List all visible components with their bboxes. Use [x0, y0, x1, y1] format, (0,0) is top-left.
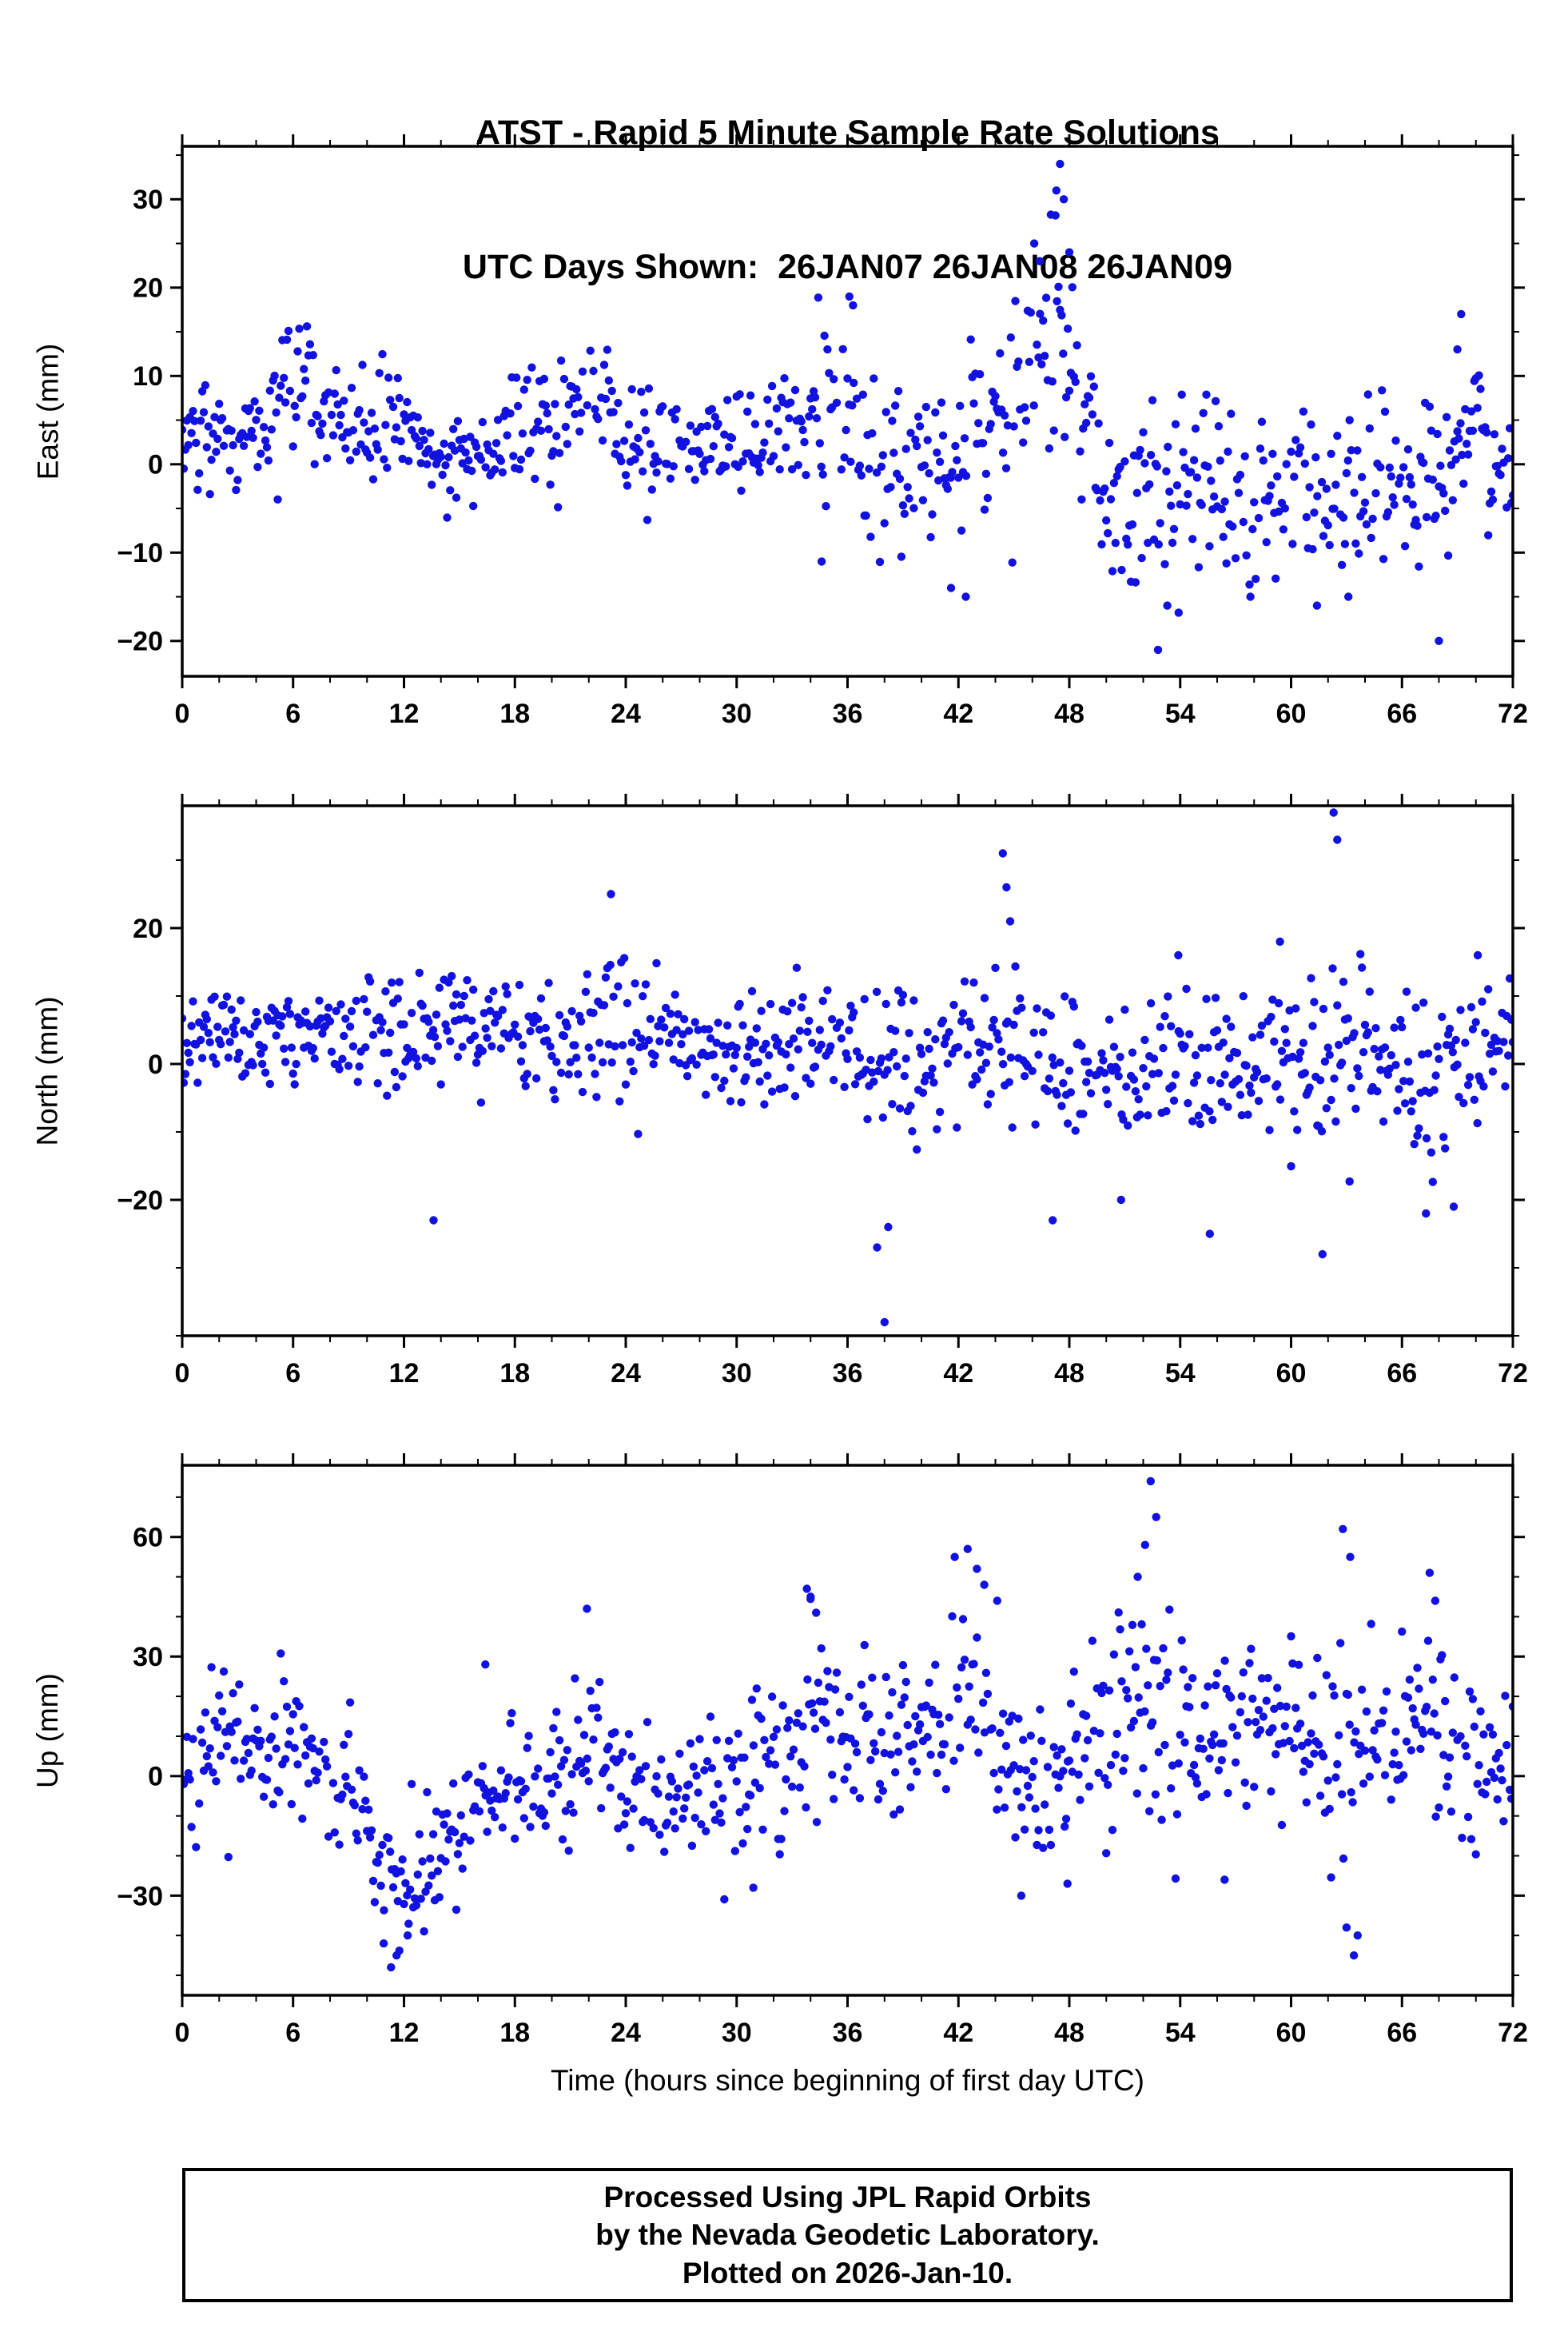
svg-text:24: 24	[611, 2018, 641, 2048]
svg-text:−10: −10	[117, 538, 163, 568]
svg-text:60: 60	[1276, 699, 1307, 729]
scatter-outlier-points	[817, 159, 1466, 655]
svg-text:18: 18	[499, 1358, 530, 1389]
plot-frame	[181, 1464, 1514, 1997]
svg-text:6: 6	[285, 2018, 300, 2048]
svg-text:18: 18	[499, 699, 530, 729]
svg-text:48: 48	[1054, 1358, 1084, 1389]
svg-text:36: 36	[833, 699, 863, 729]
up-plot: 0 6 12 18 24 30 36 42 48 54 60 66 72 −30 0 30 60	[117, 1453, 1528, 2048]
svg-text:0: 0	[175, 699, 190, 729]
svg-text:20: 20	[133, 273, 163, 304]
svg-text:12: 12	[389, 2018, 420, 2048]
svg-text:36: 36	[833, 1358, 863, 1389]
svg-text:6: 6	[285, 1358, 300, 1389]
east-plot: 0 6 12 18 24 30 36 42 48 54 60 66 72 −20 −10 0 10 20 30	[117, 134, 1528, 729]
svg-text:30: 30	[722, 2018, 752, 2048]
axis-ticks	[170, 1453, 1525, 2007]
y-tick-labels: −20 0 20	[117, 914, 163, 1216]
svg-text:0: 0	[148, 1762, 163, 1792]
scatter-outlier-points	[429, 808, 1482, 1327]
svg-text:−20: −20	[117, 627, 163, 657]
x-tick-labels: 0 6 12 18 24 30 36 42 48 54 60 66 72	[175, 699, 1528, 729]
svg-text:72: 72	[1498, 1358, 1528, 1389]
svg-text:60: 60	[133, 1523, 163, 1553]
svg-text:72: 72	[1498, 699, 1528, 729]
svg-text:20: 20	[133, 914, 163, 944]
svg-text:54: 54	[1165, 2018, 1196, 2048]
axis-ticks	[170, 794, 1525, 1348]
svg-text:66: 66	[1387, 2018, 1417, 2048]
svg-text:60: 60	[1276, 1358, 1307, 1389]
scatter-outlier-points	[379, 1476, 1440, 1972]
svg-text:48: 48	[1054, 699, 1084, 729]
svg-text:−30: −30	[117, 1881, 163, 1911]
svg-text:72: 72	[1498, 2018, 1528, 2048]
north-plot: 0 6 12 18 24 30 36 42 48 54 60 66 72 −20 0 20	[117, 794, 1528, 1389]
y-tick-labels: −20 −10 0 10 20 30	[117, 185, 163, 657]
svg-text:30: 30	[722, 699, 752, 729]
plot-title-line2: UTC Days Shown: 26JAN07 26JAN08 26JAN09	[462, 248, 1233, 286]
svg-text:−20: −20	[117, 1185, 163, 1216]
svg-text:42: 42	[943, 1358, 973, 1389]
footer-box: Processed Using JPL Rapid Orbits by the …	[182, 2168, 1513, 2302]
scatter-points	[182, 1595, 1513, 1955]
plot-frame	[181, 145, 1514, 678]
svg-text:24: 24	[611, 1358, 641, 1389]
svg-text:42: 42	[943, 2018, 973, 2048]
svg-text:48: 48	[1054, 2018, 1084, 2048]
footer-line2: by the Nevada Geodetic Laboratory.	[595, 2218, 1100, 2252]
scatter-points	[182, 210, 1513, 617]
scatter-points	[182, 950, 1513, 1186]
y-tick-labels: −30 0 30 60	[117, 1523, 163, 1912]
svg-text:54: 54	[1165, 1358, 1196, 1389]
axis-ticks	[170, 134, 1525, 688]
svg-text:10: 10	[133, 361, 163, 392]
footer-line3: Plotted on 2026-Jan-10.	[682, 2256, 1013, 2289]
svg-text:30: 30	[722, 1358, 752, 1389]
svg-text:36: 36	[833, 2018, 863, 2048]
x-tick-labels: 0 6 12 18 24 30 36 42 48 54 60 66 72	[175, 1358, 1528, 1389]
svg-text:60: 60	[1276, 2018, 1307, 2048]
x-axis-label: Time (hours since beginning of first day…	[550, 2064, 1145, 2097]
svg-text:6: 6	[285, 699, 300, 729]
svg-text:30: 30	[133, 1642, 163, 1672]
svg-text:12: 12	[389, 1358, 420, 1389]
x-tick-labels: 0 6 12 18 24 30 36 42 48 54 60 66 72	[175, 2018, 1528, 2048]
footer-line1: Processed Using JPL Rapid Orbits	[603, 2180, 1092, 2213]
svg-text:0: 0	[175, 2018, 190, 2048]
svg-text:0: 0	[148, 1050, 163, 1080]
svg-text:0: 0	[148, 450, 163, 480]
svg-text:66: 66	[1387, 699, 1417, 729]
svg-text:12: 12	[389, 699, 420, 729]
svg-text:24: 24	[611, 699, 641, 729]
svg-text:54: 54	[1165, 699, 1196, 729]
svg-text:0: 0	[175, 1358, 190, 1389]
svg-text:30: 30	[133, 185, 163, 215]
svg-text:66: 66	[1387, 1358, 1417, 1389]
svg-text:18: 18	[499, 2018, 530, 2048]
svg-text:42: 42	[943, 699, 973, 729]
plot-frame	[181, 804, 1514, 1337]
